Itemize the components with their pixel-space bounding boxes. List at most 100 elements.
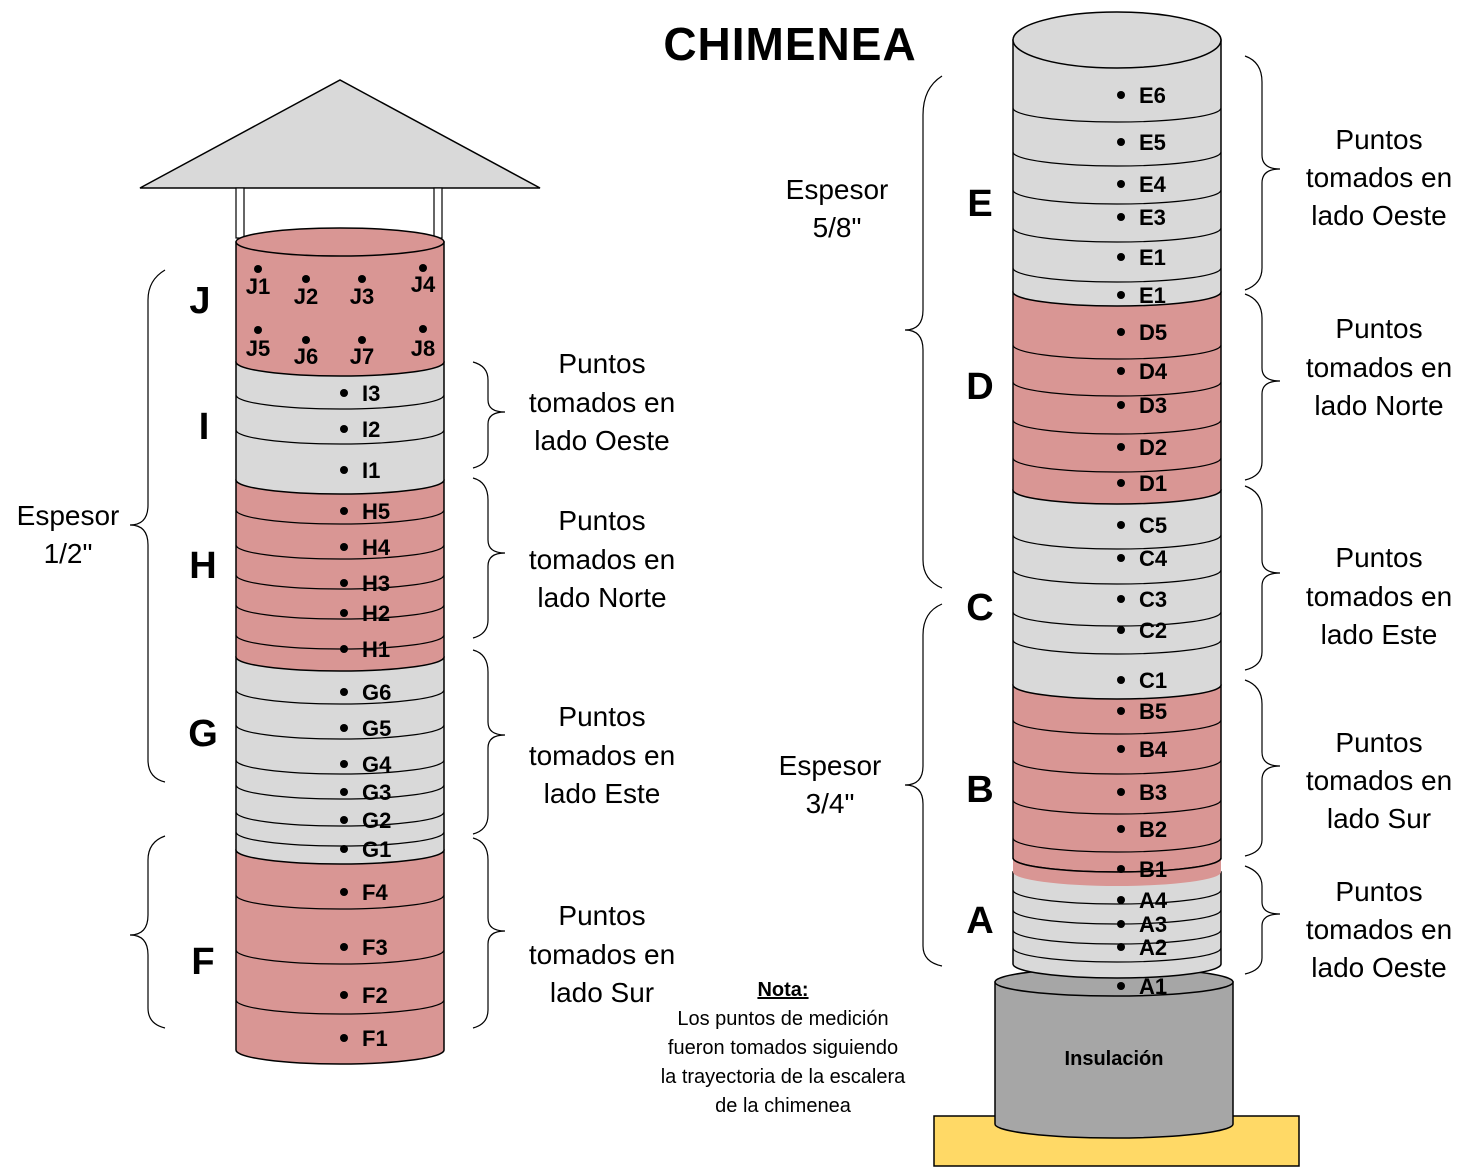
side-label-oeste-bottom: Puntos tomados en lado Oeste [1306,876,1452,983]
point-label: B3 [1139,780,1167,805]
point-marker [1117,213,1125,221]
point-label: D3 [1139,393,1167,418]
insulation-label: Insulación [1065,1048,1164,1070]
side-label-este: Puntos tomados en lado Este [529,701,675,809]
right-thickness-label-top: Espesor 5/8" [786,174,889,243]
point-marker [1117,479,1125,487]
point-label: F3 [362,935,388,960]
point-marker [254,326,262,334]
point-label: F2 [362,983,388,1008]
point-marker [340,888,348,896]
diagram-title: CHIMENEA [663,18,916,70]
left-section-bodies [235,227,445,1065]
point-label: E6 [1139,83,1166,108]
point-label: E4 [1139,172,1167,197]
side-label-line: tomados en [1306,352,1452,383]
measurement-note: Nota: Los puntos de medición fueron toma… [661,979,906,1117]
point-marker [340,425,348,433]
point-marker [340,760,348,768]
point-label: C5 [1139,513,1167,538]
point-label: J8 [411,336,435,361]
side-label-line: Puntos [1335,727,1422,758]
side-label-line: lado Norte [537,582,666,613]
section-J-points: J1 J2 J3 J4 J5 J6 J7 J8 [246,264,436,369]
point-label: D5 [1139,320,1167,345]
point-marker [1117,253,1125,261]
side-label-norte: Puntos tomados en lado Norte [529,505,675,613]
side-label-line: Puntos [1335,313,1422,344]
point-label: F4 [362,880,388,905]
point-marker [340,688,348,696]
side-label-norte: Puntos tomados en lado Norte [1306,313,1452,421]
point-label: J7 [350,344,374,369]
point-marker [340,609,348,617]
side-label-line: tomados en [529,544,675,575]
side-label-line: tomados en [529,740,675,771]
right-braces [904,55,1281,975]
point-marker [1117,626,1125,634]
point-label: C2 [1139,618,1167,643]
section-letter-A: A [966,900,993,942]
side-label-line: tomados en [529,939,675,970]
side-label-este: Puntos tomados en lado Este [1306,542,1452,650]
note-heading: Nota: [757,979,808,1001]
point-label: A4 [1139,888,1168,913]
section-letter-J: J [189,280,210,322]
right-chimney: Insulación [779,11,1452,1167]
side-label-line: lado Oeste [1311,200,1446,231]
section-letter-C: C [966,587,993,629]
left-chimney-top [235,227,445,257]
side-label-line: tomados en [1306,914,1452,945]
section-letter-H: H [189,545,216,587]
point-marker [1117,825,1125,833]
left-side-labels: Puntos tomados en lado Oeste Puntos toma… [529,348,675,1008]
section-G-body [235,656,445,865]
point-label: G3 [362,780,391,805]
point-label: G5 [362,716,391,741]
thickness-label-line: Espesor [779,750,882,781]
side-label-line: tomados en [1306,765,1452,796]
right-section-letters: E D C B A [966,183,993,942]
section-letter-I: I [199,406,210,448]
section-letter-D: D [966,366,993,408]
point-label: H2 [362,601,390,626]
point-marker [302,336,310,344]
side-label-line: tomados en [1306,581,1452,612]
section-B-body [1012,684,1222,873]
point-label: D1 [1139,471,1167,496]
right-section-bodies [1012,11,1222,979]
point-label: G2 [362,808,391,833]
side-label-oeste: Puntos tomados en lado Oeste [1306,124,1452,231]
section-E-body [1012,39,1222,307]
side-label-line: Puntos [558,348,645,379]
point-label: C1 [1139,668,1167,693]
point-marker [340,579,348,587]
section-D-body [1012,291,1222,505]
point-marker [1117,138,1125,146]
side-label-line: Puntos [1335,542,1422,573]
thickness-label-line: 1/2" [44,538,93,569]
side-label-line: Puntos [558,900,645,931]
left-ring-lines [235,394,445,1015]
right-thickness-label-bottom: Espesor 3/4" [779,750,882,819]
section-letter-E: E [967,183,992,225]
point-label: I2 [362,417,380,442]
point-marker [1117,920,1125,928]
section-letter-G: G [188,713,218,755]
point-marker [1117,180,1125,188]
point-marker [1117,865,1125,873]
left-column-points: I3 I2 I1 H5 H4 H3 H2 H1 G6 G5 G4 G3 G2 [340,381,392,1051]
thickness-label-line: Espesor [17,500,120,531]
point-marker [1117,943,1125,951]
note-line: Los puntos de medición [677,1008,888,1030]
point-marker [1117,367,1125,375]
side-label-sur: Puntos tomados en lado Sur [1306,727,1452,834]
thickness-label-line: 5/8" [813,212,862,243]
section-A-body [1012,871,1222,979]
side-label-line: lado Norte [1314,390,1443,421]
point-marker [340,645,348,653]
point-marker [1117,291,1125,299]
point-label: J5 [246,336,270,361]
right-side-labels: Puntos tomados en lado Oeste Puntos toma… [1306,124,1452,983]
